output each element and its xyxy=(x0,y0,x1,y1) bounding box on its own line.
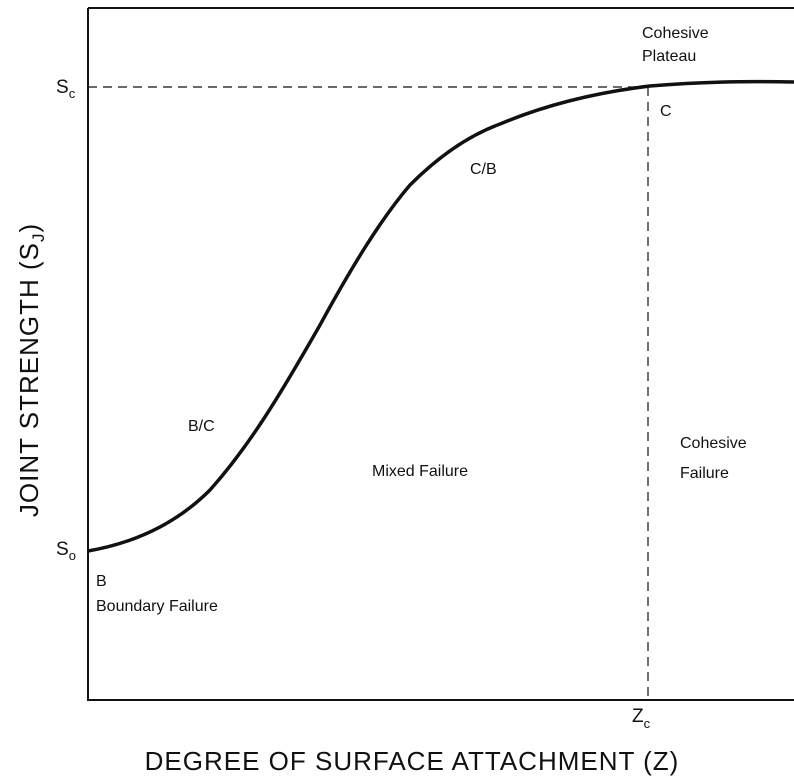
title-text: ) xyxy=(14,223,44,233)
so-label: So xyxy=(56,539,76,563)
symbol: Z xyxy=(632,706,644,727)
annotation: Cohesive xyxy=(680,435,747,452)
symbol: S xyxy=(56,539,69,560)
subscript: c xyxy=(69,86,76,101)
annotation: B/C xyxy=(188,418,215,435)
annotation: Mixed Failure xyxy=(372,463,468,480)
annotation: Plateau xyxy=(642,48,696,65)
x-axis-title: DEGREE OF SURFACE ATTACHMENT (Z) xyxy=(145,746,680,776)
symbol: S xyxy=(56,77,69,98)
annotation: Failure xyxy=(680,465,729,482)
annotation: Cohesive xyxy=(642,25,709,42)
strength-curve xyxy=(87,79,794,553)
subscript: J xyxy=(29,233,48,243)
plot-frame xyxy=(87,7,794,701)
subscript: o xyxy=(69,548,76,563)
sc-label: Sc xyxy=(56,77,76,101)
annotation: C xyxy=(660,103,672,120)
annotation: B xyxy=(96,573,107,590)
annotation: C/B xyxy=(470,161,497,178)
subscript: c xyxy=(644,716,651,731)
title-text: JOINT STRENGTH (S xyxy=(14,242,44,517)
zc-label: Zc xyxy=(632,706,651,731)
annotation: Boundary Failure xyxy=(96,598,218,615)
y-axis-title: JOINT STRENGTH (SJ) xyxy=(14,223,48,517)
